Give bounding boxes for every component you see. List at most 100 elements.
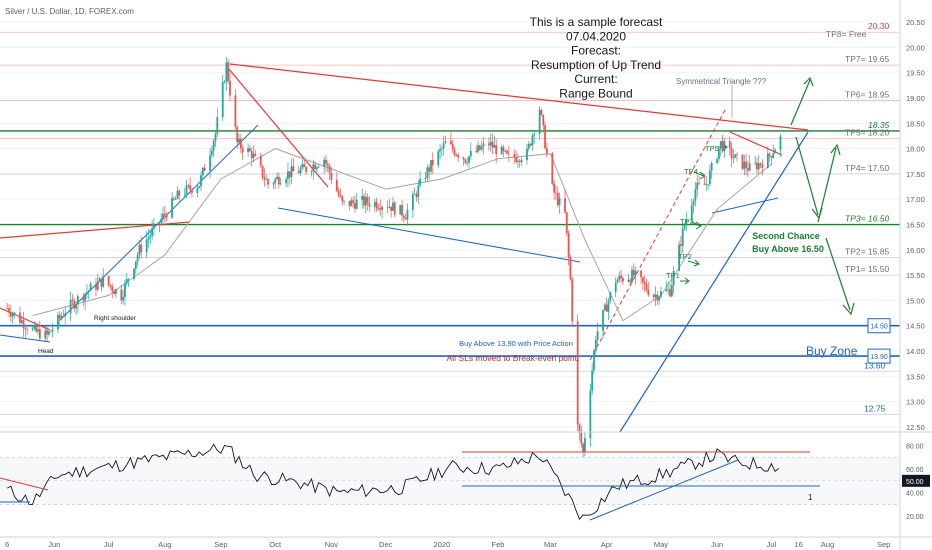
candle <box>723 137 726 158</box>
candle <box>745 153 747 176</box>
y-tick-label: 16.50 <box>906 221 925 230</box>
candle <box>652 293 655 301</box>
level-badge <box>867 348 891 364</box>
candle <box>95 277 97 296</box>
red-dashed-projection[interactable] <box>589 109 726 361</box>
candle <box>214 131 217 147</box>
rsi-marker-label: 1 <box>808 493 813 502</box>
blue-neck-line[interactable] <box>277 207 581 263</box>
forecast-text-line: This is a sample forecast <box>530 15 663 29</box>
candle <box>76 293 79 314</box>
candle <box>678 240 680 272</box>
candle <box>221 74 224 121</box>
candle <box>290 158 293 185</box>
annotations: Silver / U.S. Dollar, 1D, FOREX.com This … <box>5 7 858 363</box>
candle <box>381 204 383 219</box>
candle <box>183 188 186 199</box>
rsi-red-short[interactable] <box>0 477 49 491</box>
blue-rising-trend-line[interactable] <box>619 131 809 433</box>
candle <box>426 164 429 182</box>
candle <box>185 179 188 199</box>
candle <box>413 187 416 195</box>
candle <box>493 136 496 148</box>
candle <box>326 160 329 173</box>
candle <box>254 149 257 157</box>
y-tick-label: 13.50 <box>906 372 925 381</box>
candle <box>555 185 557 200</box>
candle <box>163 205 166 222</box>
red-sep-down-line[interactable] <box>227 67 329 188</box>
candle <box>708 164 711 187</box>
candle <box>616 277 619 284</box>
candle <box>556 186 559 208</box>
candle <box>469 142 472 160</box>
candle <box>102 268 105 289</box>
candle <box>127 278 130 287</box>
candle <box>544 121 546 150</box>
candle <box>475 145 478 154</box>
candle <box>656 290 659 306</box>
blue-left-bottom-line[interactable] <box>0 334 51 343</box>
candle <box>210 145 213 158</box>
candle <box>718 148 720 163</box>
candle <box>504 149 507 153</box>
candle <box>145 231 148 259</box>
rsi-current-badge <box>902 474 930 487</box>
candle <box>685 211 688 231</box>
candle <box>551 151 554 186</box>
candle <box>393 200 396 218</box>
candle <box>593 348 595 375</box>
candle <box>538 106 541 140</box>
candle <box>31 326 34 332</box>
candle <box>766 146 769 169</box>
candle <box>57 311 59 334</box>
candle <box>596 322 599 347</box>
candle <box>343 200 345 206</box>
candle <box>455 153 458 157</box>
rsi-tick-label: 20.00 <box>906 514 924 521</box>
candle <box>259 152 262 168</box>
rsi-rising-trend[interactable] <box>589 459 739 521</box>
candle <box>379 199 382 216</box>
x-tick-label: Mar <box>544 540 557 549</box>
candle <box>589 383 592 447</box>
tp-marker-label: TP2 <box>678 252 692 261</box>
forecast-arrows <box>790 76 855 316</box>
candle <box>292 157 295 172</box>
red-left-trend-line[interactable] <box>0 221 191 239</box>
candle <box>165 211 168 222</box>
candle <box>225 56 228 91</box>
x-tick-label: Apr <box>601 540 613 549</box>
candle <box>531 132 534 151</box>
candle <box>453 146 456 158</box>
candle <box>239 133 242 154</box>
candle <box>732 149 735 164</box>
forecast-text-line: Forecast: <box>571 44 621 58</box>
rsi-line <box>6 443 779 520</box>
candle <box>627 274 630 283</box>
candle <box>694 181 697 207</box>
candle <box>669 283 671 298</box>
rsi-tick-label: 80.00 <box>906 443 924 450</box>
candle <box>392 196 394 212</box>
candle <box>24 324 27 338</box>
level-label: TP2= 15.85 <box>845 246 889 256</box>
y-tick-label: 17.50 <box>906 170 925 179</box>
candle <box>147 228 150 248</box>
blue-triangle-lower[interactable] <box>711 197 779 214</box>
candle <box>679 236 682 254</box>
red-resistance-line[interactable] <box>229 63 809 131</box>
candle <box>603 302 606 312</box>
candle <box>507 146 510 162</box>
blue-support-line-left[interactable] <box>59 124 259 321</box>
candle <box>634 266 637 285</box>
candle <box>591 362 594 395</box>
candle <box>277 172 280 189</box>
candle <box>736 152 738 162</box>
candle <box>162 206 164 224</box>
candle <box>542 114 545 133</box>
forecast-text-line: Range Bound <box>559 87 632 101</box>
candle <box>622 275 624 285</box>
forecast-text-line: Resumption of Up Trend <box>531 58 661 72</box>
candle <box>580 425 583 448</box>
